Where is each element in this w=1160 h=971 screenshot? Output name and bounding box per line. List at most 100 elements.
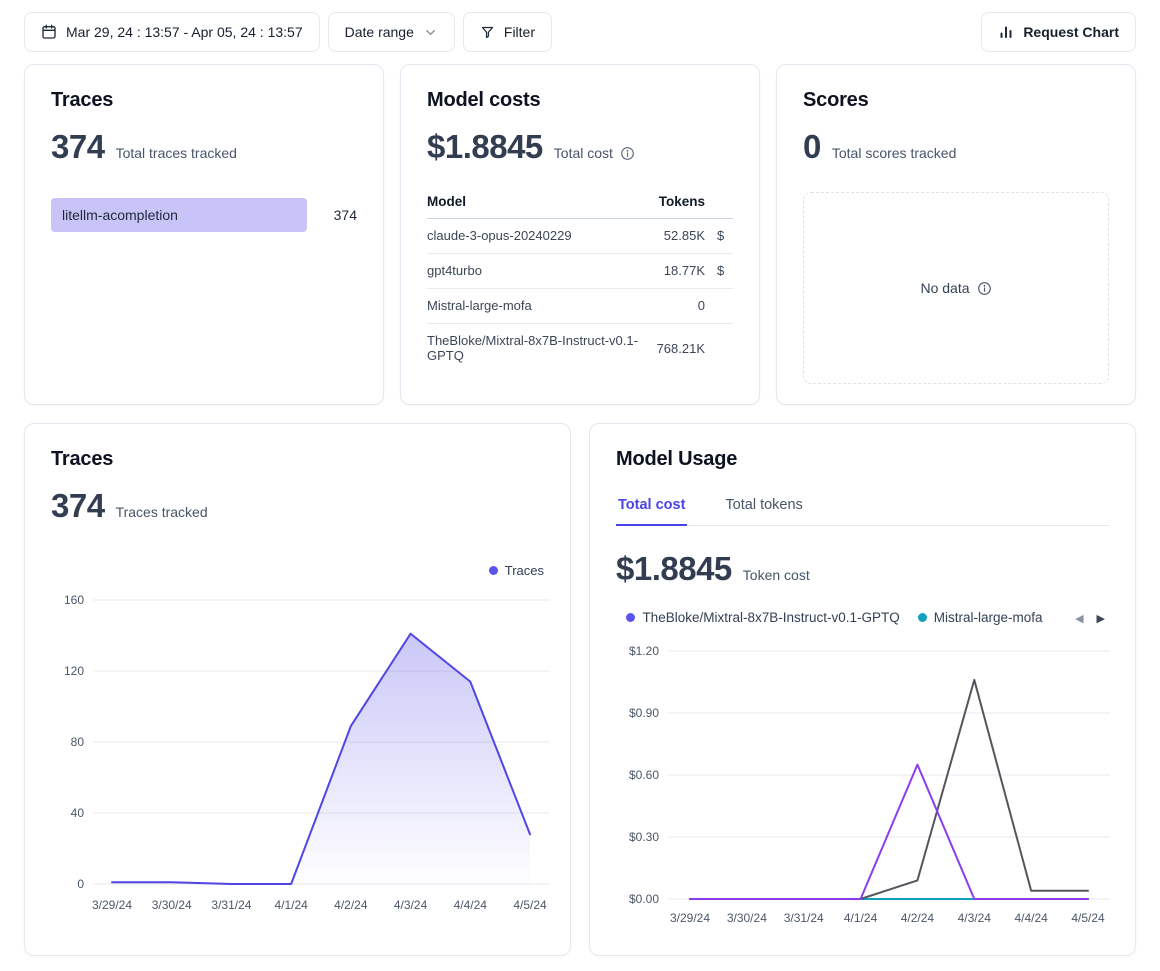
svg-text:3/29/24: 3/29/24 bbox=[670, 911, 710, 925]
svg-text:$0.60: $0.60 bbox=[629, 768, 659, 782]
svg-text:4/5/24: 4/5/24 bbox=[513, 898, 547, 912]
traces-chart-card: Traces 374 Traces tracked Traces 0 40 80 12… bbox=[24, 423, 571, 956]
trace-name-bar[interactable]: litellm-acompletion bbox=[51, 198, 307, 232]
cell-model: gpt4turbo bbox=[427, 263, 482, 278]
svg-text:4/2/24: 4/2/24 bbox=[334, 898, 368, 912]
traces-total-value: 374 bbox=[51, 128, 105, 165]
filter-label: Filter bbox=[503, 24, 536, 40]
cell-tokens: 0 bbox=[697, 298, 705, 313]
trace-name-bar-value: 374 bbox=[333, 207, 357, 223]
cell-usd-clipped: $ bbox=[717, 263, 725, 278]
svg-text:3/31/24: 3/31/24 bbox=[784, 911, 824, 925]
model-usage-card: Model Usage Total cost Total tokens $1.8… bbox=[589, 423, 1136, 956]
info-icon[interactable] bbox=[977, 281, 992, 296]
legend-dot-mistral bbox=[917, 613, 927, 622]
token-cost-label: Token cost bbox=[742, 567, 810, 583]
svg-text:120: 120 bbox=[64, 664, 84, 678]
column-header-model: Model bbox=[427, 194, 466, 209]
svg-text:3/29/24: 3/29/24 bbox=[92, 898, 132, 912]
cell-tokens: 768.21K bbox=[656, 340, 705, 356]
svg-text:$0.00: $0.00 bbox=[629, 892, 659, 906]
svg-text:$0.30: $0.30 bbox=[629, 830, 659, 844]
svg-text:160: 160 bbox=[64, 593, 84, 607]
toolbar: Mar 29, 24 : 13:57 - Apr 05, 24 : 13:57 … bbox=[24, 12, 1136, 52]
traces-line-chart: 0 40 80 120 160 3/29/24 3/30/24 3/31/24 4/1/24 4/… bbox=[64, 593, 549, 912]
bar-chart-icon bbox=[998, 24, 1014, 40]
filter-funnel-icon bbox=[480, 25, 495, 40]
scores-total-value: 0 bbox=[803, 128, 821, 165]
model-usage-tabs: Total cost Total tokens bbox=[616, 491, 1109, 526]
traces-summary-title: Traces bbox=[51, 89, 114, 111]
total-cost-label: Total cost bbox=[553, 145, 613, 161]
scores-card: Scores 0 Total scores tracked No data bbox=[776, 64, 1136, 405]
cell-model: claude-3-opus-20240229 bbox=[427, 228, 572, 243]
table-row: gpt4turbo 18.77K $ bbox=[427, 254, 733, 289]
model-costs-table-header: Model Tokens bbox=[427, 194, 733, 219]
scores-total-label: Total scores tracked bbox=[831, 145, 957, 161]
request-chart-button[interactable]: Request Chart bbox=[981, 12, 1136, 52]
svg-text:4/3/24: 4/3/24 bbox=[394, 898, 428, 912]
model-costs-card: Model costs $1.8845 Total cost Model Tok… bbox=[400, 64, 760, 405]
tab-total-tokens[interactable]: Total tokens bbox=[725, 497, 803, 513]
model-usage-title: Model Usage bbox=[616, 448, 738, 470]
date-range-preset-button[interactable]: Date range bbox=[327, 12, 455, 52]
cell-tokens: 52.85K bbox=[663, 228, 705, 243]
cell-usd-clipped: $ bbox=[717, 228, 725, 243]
svg-text:4/3/24: 4/3/24 bbox=[958, 911, 992, 925]
legend-dot-thebloke bbox=[626, 613, 636, 622]
legend-label-thebloke: TheBloke/Mixtral-8x7B-Instruct-v0.1-GPTQ bbox=[642, 610, 900, 625]
svg-text:4/1/24: 4/1/24 bbox=[274, 898, 308, 912]
svg-text:$0.90: $0.90 bbox=[629, 706, 659, 720]
svg-text:0: 0 bbox=[77, 877, 84, 891]
svg-text:3/30/24: 3/30/24 bbox=[727, 911, 767, 925]
model-costs-title: Model costs bbox=[427, 89, 541, 111]
traces-chart-sublabel: Traces tracked bbox=[115, 504, 208, 520]
scores-title: Scores bbox=[803, 89, 869, 111]
model-usage-legend: TheBloke/Mixtral-8x7B-Instruct-v0.1-GPTQ… bbox=[616, 610, 1109, 625]
no-data-text: No data bbox=[920, 280, 970, 296]
legend-label-traces: Traces bbox=[504, 563, 544, 578]
calendar-icon bbox=[41, 24, 57, 40]
svg-text:4/5/24: 4/5/24 bbox=[1071, 911, 1105, 925]
date-range-value: Mar 29, 24 : 13:57 - Apr 05, 24 : 13:57 bbox=[66, 24, 303, 40]
svg-text:3/30/24: 3/30/24 bbox=[152, 898, 192, 912]
svg-text:4/1/24: 4/1/24 bbox=[844, 911, 878, 925]
traces-chart-legend: Traces bbox=[51, 563, 544, 578]
table-row: TheBloke/Mixtral-8x7B-Instruct-v0.1-GPTQ… bbox=[427, 324, 733, 373]
traces-summary-card: Traces 374 Total traces tracked litellm-… bbox=[24, 64, 384, 405]
legend-item-mistral: Mistral-large-mofa bbox=[917, 610, 1043, 625]
column-header-tokens: Tokens bbox=[658, 194, 705, 209]
svg-text:4/4/24: 4/4/24 bbox=[1014, 911, 1048, 925]
model-costs-table: Model Tokens claude-3-opus-20240229 52.8… bbox=[427, 194, 733, 373]
trace-name-bar-label: litellm-acompletion bbox=[62, 207, 178, 223]
legend-dot-traces bbox=[488, 566, 498, 575]
request-chart-label: Request Chart bbox=[1023, 24, 1119, 40]
traces-total-label: Total traces tracked bbox=[115, 145, 237, 161]
chevron-down-icon bbox=[423, 25, 438, 40]
traces-chart-title: Traces bbox=[51, 448, 114, 470]
table-row: Mistral-large-mofa 0 bbox=[427, 289, 733, 324]
cell-tokens: 18.77K bbox=[663, 263, 705, 278]
no-data-placeholder: No data bbox=[803, 192, 1109, 384]
tab-total-cost[interactable]: Total cost bbox=[616, 491, 688, 526]
model-usage-line-chart: $0.00 $0.30 $0.60 $0.90 $1.20 3/29/24 3/30/24 3… bbox=[629, 644, 1110, 925]
date-range-picker-button[interactable]: Mar 29, 24 : 13:57 - Apr 05, 24 : 13:57 bbox=[24, 12, 320, 52]
traces-chart-value: 374 bbox=[51, 487, 105, 524]
token-cost-value: $1.8845 bbox=[616, 550, 732, 587]
table-row: claude-3-opus-20240229 52.85K $ bbox=[427, 219, 733, 254]
cell-model: Mistral-large-mofa bbox=[427, 298, 532, 313]
svg-text:3/31/24: 3/31/24 bbox=[211, 898, 251, 912]
svg-text:4/4/24: 4/4/24 bbox=[454, 898, 488, 912]
svg-text:4/2/24: 4/2/24 bbox=[901, 911, 935, 925]
svg-text:$1.20: $1.20 bbox=[629, 644, 659, 658]
info-icon[interactable] bbox=[620, 146, 635, 161]
legend-prev-icon[interactable]: ◀ bbox=[1075, 613, 1084, 625]
svg-text:40: 40 bbox=[71, 806, 85, 820]
trace-name-bar-row: litellm-acompletion 374 bbox=[51, 198, 357, 232]
legend-item-thebloke: TheBloke/Mixtral-8x7B-Instruct-v0.1-GPTQ bbox=[626, 610, 900, 625]
legend-pager: ◀ ▶ bbox=[1075, 611, 1105, 627]
date-range-preset-label: Date range bbox=[344, 24, 414, 40]
legend-next-icon[interactable]: ▶ bbox=[1096, 613, 1105, 625]
filter-button[interactable]: Filter bbox=[462, 12, 553, 52]
total-cost-value: $1.8845 bbox=[427, 128, 543, 165]
